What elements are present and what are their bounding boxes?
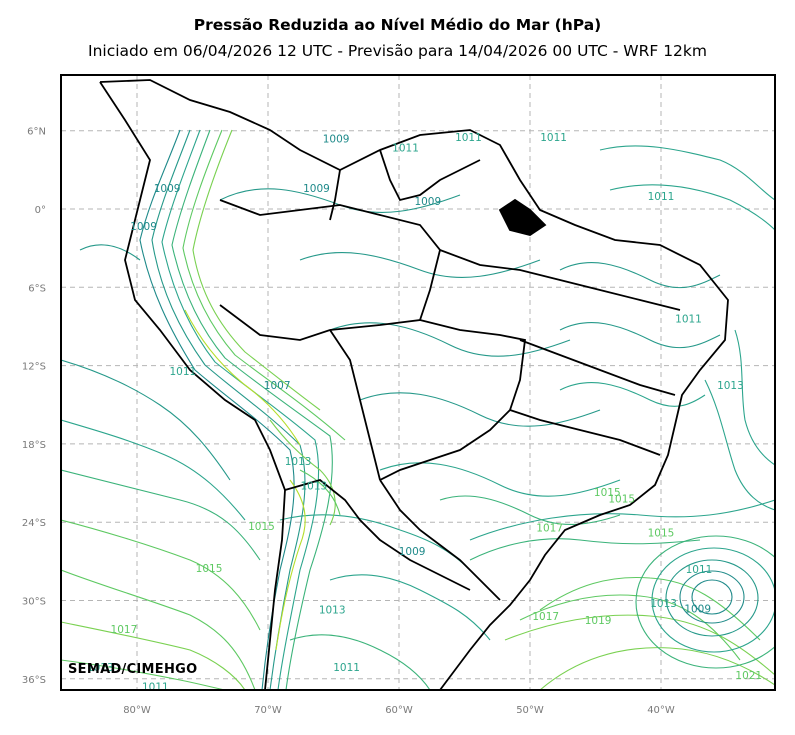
latitude-tick-label: 6°S — [28, 283, 46, 294]
contour-label: 1017 — [111, 624, 138, 636]
map-frame — [60, 74, 776, 691]
contour-label: 1011 — [540, 132, 567, 144]
contour-label: 1009 — [399, 546, 426, 558]
latitude-tick-label: 12°S — [22, 362, 46, 373]
contour-label: 1013 — [650, 598, 677, 610]
contour-label: 1015 — [594, 487, 621, 499]
contour-label: 1011 — [333, 662, 360, 674]
longitude-tick-labels: 80°W 70°W 60°W 50°W 40°W — [123, 705, 675, 716]
latitude-tick-label: 6°N — [27, 127, 46, 138]
contour-label: 1009 — [154, 183, 181, 195]
graticule — [61, 75, 775, 690]
latitude-tick-label: 24°S — [22, 518, 46, 529]
contour-label: 1009 — [303, 183, 330, 195]
contour-label: 1017 — [532, 611, 559, 623]
credit-label: SEMAD/CIMEHGO — [68, 662, 198, 677]
contour-label: 1011 — [686, 564, 713, 576]
contour-label: 1011 — [455, 132, 482, 144]
isobars — [61, 145, 775, 690]
latitude-tick-label: 0° — [35, 205, 46, 216]
andes-contours — [139, 129, 346, 690]
latitude-tick-label: 18°S — [22, 440, 46, 451]
contour-label: 1011 — [169, 366, 196, 378]
longitude-tick-label: 40°W — [647, 705, 675, 716]
contour-labels: 1009 1011 1011 1011 1011 1009 1009 1009 1009 1011… — [87, 132, 762, 694]
contour-label: 1011 — [675, 314, 702, 326]
contour-label: 1013 — [300, 481, 327, 493]
contour-label: 1011 — [648, 191, 675, 203]
contour-label: 1011 — [142, 682, 169, 694]
contour-label: 1017 — [536, 522, 563, 534]
contour-label: 1013 — [87, 662, 114, 674]
contour-label: 1011 — [392, 143, 419, 155]
latitude-tick-labels: 6°N 0° 6°S 12°S 18°S 24°S 30°S 36°S — [22, 127, 46, 686]
contour-label: 1015 — [608, 494, 635, 506]
map-title: Pressão Reduzida ao Nível Médio do Mar (… — [193, 16, 602, 34]
contour-label: 1009 — [323, 134, 350, 146]
coastlines-and-borders — [99, 79, 729, 690]
contour-label: 1021 — [735, 670, 762, 682]
longitude-tick-label: 80°W — [123, 705, 151, 716]
contour-label: 1015 — [196, 563, 223, 575]
contour-label: 1013 — [285, 456, 312, 468]
contour-label: 1009 — [130, 221, 157, 233]
latitude-tick-label: 30°S — [22, 597, 46, 608]
contour-label: 1013 — [319, 605, 346, 617]
contour-label: 1009 — [414, 196, 441, 208]
longitude-tick-label: 70°W — [254, 705, 282, 716]
contour-label: 1019 — [585, 615, 612, 627]
map-subtitle: Iniciado em 06/04/2026 12 UTC - Previsão… — [88, 42, 707, 60]
longitude-tick-label: 60°W — [385, 705, 413, 716]
latitude-tick-label: 36°S — [22, 675, 46, 686]
contour-label: 1015 — [248, 521, 275, 533]
longitude-tick-label: 50°W — [516, 705, 544, 716]
contour-label: 1009 — [684, 603, 711, 615]
contour-label: 1015 — [648, 528, 675, 540]
contour-label: 1013 — [717, 380, 744, 392]
contour-label: 1007 — [264, 380, 291, 392]
